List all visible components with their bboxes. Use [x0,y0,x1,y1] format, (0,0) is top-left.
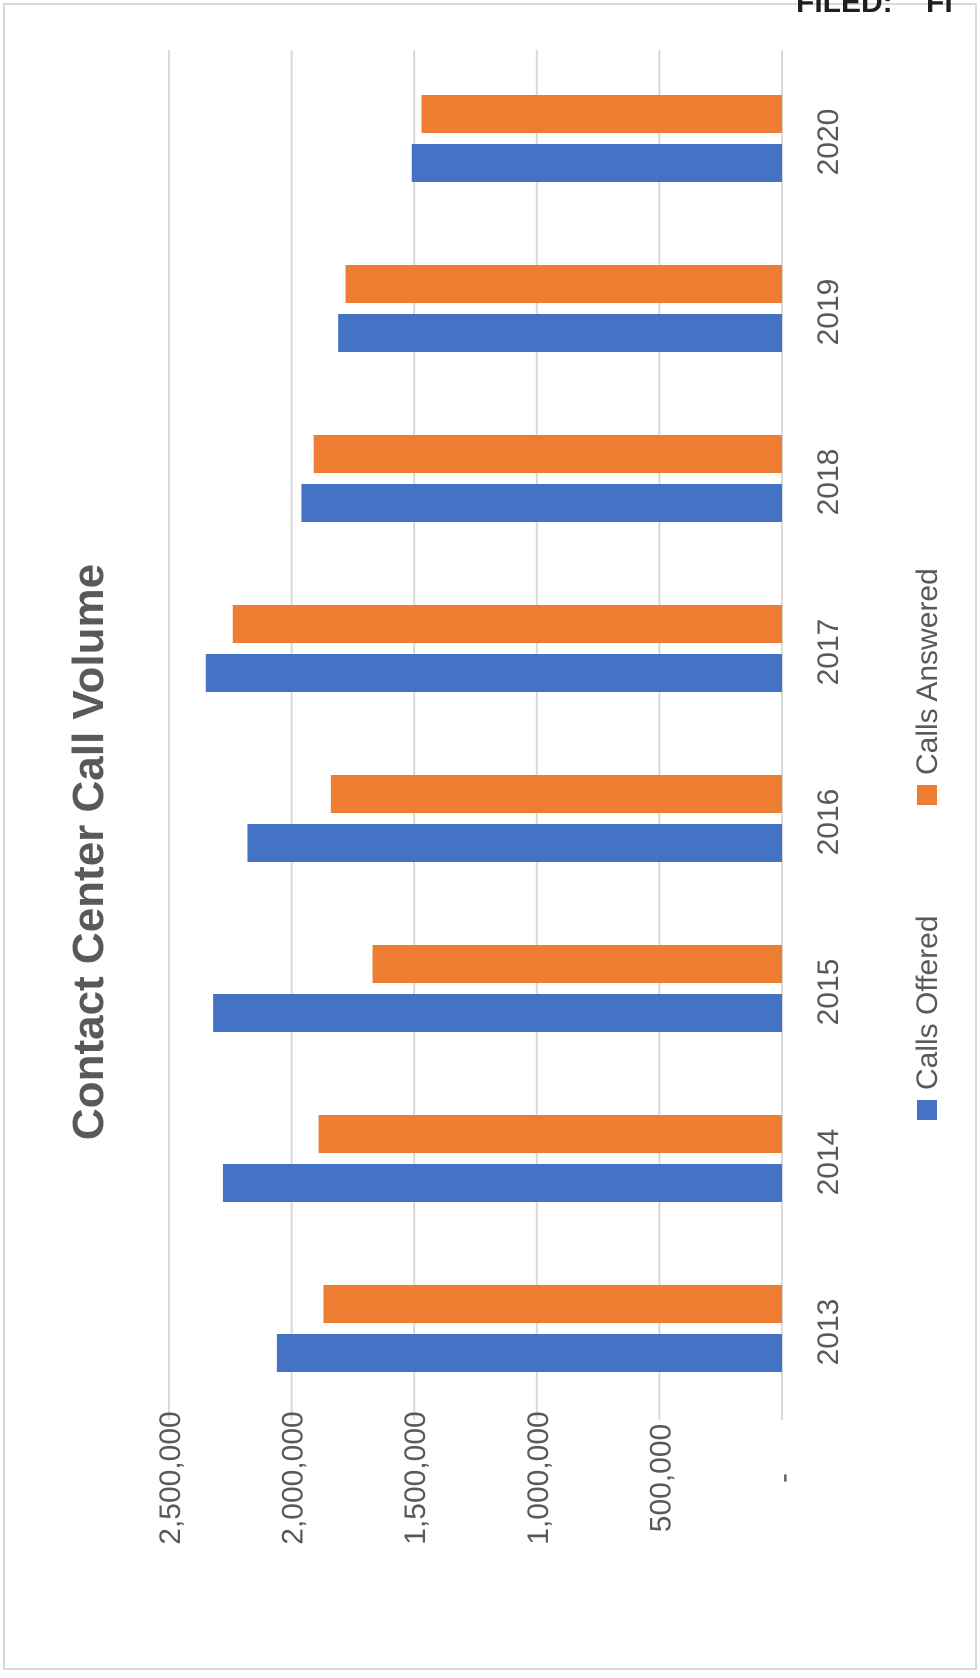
bar-calls-answered-2013 [323,1285,782,1323]
category-tick-labels: 2013 2014 2015 2016 2017 2018 2019 2020 [812,109,845,1366]
bar-calls-offered-2017 [205,654,782,692]
bars [205,95,783,1372]
value-tick-labels: - 500,000 1,000,000 1,500,000 2,000,000 2,500… [154,1411,800,1544]
value-tick-label-3: 1,500,000 [399,1411,432,1544]
category-label-2017: 2017 [812,619,845,686]
category-label-2014: 2014 [812,1129,845,1196]
bar-calls-answered-2016 [330,775,782,813]
bar-calls-offered-2020 [411,144,782,182]
category-label-2015: 2015 [812,959,845,1026]
bar-calls-offered-2014 [222,1164,783,1202]
category-label-2019: 2019 [812,279,845,346]
bar-calls-offered-2019 [338,314,782,352]
legend: Calls Offered Calls Answered [911,568,944,1120]
bar-calls-offered-2016 [247,824,783,862]
legend-swatch-calls-offered [917,1100,937,1120]
category-label-2018: 2018 [812,449,845,516]
bar-calls-answered-2020 [421,95,782,133]
category-label-2020: 2020 [812,109,845,176]
corner-filed-text: FILED: FI [796,0,953,19]
bar-calls-offered-2018 [301,484,782,522]
chart-title: Contact Center Call Volume [64,564,113,1140]
bar-calls-answered-2019 [345,265,782,303]
legend-label-calls-answered: Calls Answered [911,568,944,775]
bar-calls-answered-2014 [318,1115,782,1153]
bar-calls-offered-2013 [276,1334,782,1372]
value-tick-label-5: 2,500,000 [154,1411,187,1544]
value-tick-label-1: 500,000 [644,1424,677,1532]
category-label-2013: 2013 [812,1299,845,1366]
bar-calls-answered-2017 [232,605,782,643]
value-tick-label-2: 1,000,000 [522,1411,555,1544]
value-tick-label-0: - [767,1473,800,1483]
bar-calls-offered-2015 [213,994,783,1032]
category-label-2016: 2016 [812,789,845,856]
bar-calls-answered-2015 [372,945,782,983]
legend-label-calls-offered: Calls Offered [911,915,944,1090]
value-tick-label-4: 2,000,000 [277,1411,310,1544]
bar-calls-answered-2018 [313,435,782,473]
legend-swatch-calls-answered [917,785,937,805]
